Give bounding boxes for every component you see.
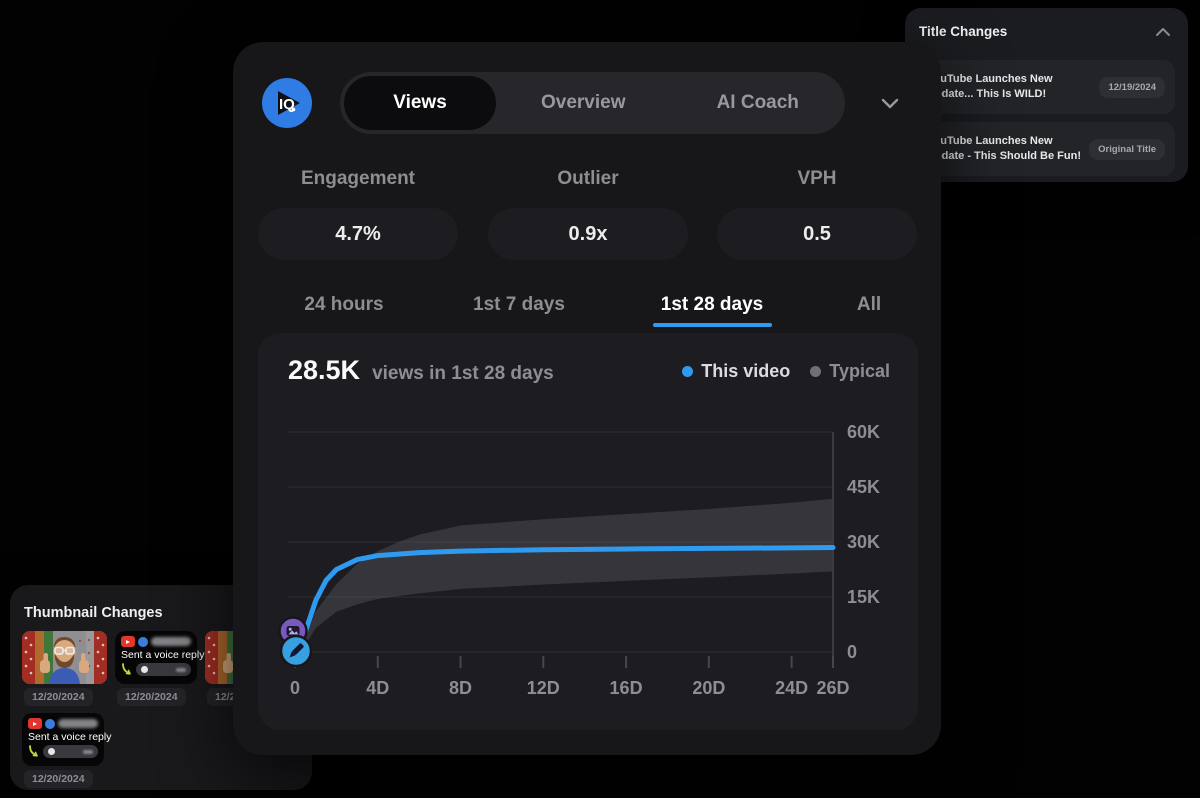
redacted-username	[150, 637, 191, 646]
tab-views[interactable]: Views	[344, 76, 496, 130]
x-axis-label: 26D	[816, 678, 849, 698]
time-tab-1st-28-days[interactable]: 1st 28 days	[660, 294, 764, 315]
youtube-icon	[28, 718, 43, 729]
views-chart-card: 28.5K views in 1st 28 days This video Ty…	[258, 333, 918, 730]
y-axis-label: 15K	[847, 587, 880, 607]
tab-ai-coach[interactable]: AI Coach	[716, 92, 799, 113]
curved-arrow-icon	[29, 745, 38, 757]
x-axis-label: 20D	[692, 678, 725, 698]
video-thumbnail	[22, 631, 107, 684]
voice-reply-label: Sent a voice reply	[28, 731, 112, 743]
play-icon	[141, 666, 148, 673]
time-tab-1st-7-days[interactable]: 1st 7 days	[473, 294, 565, 315]
voice-reply-label: Sent a voice reply	[121, 649, 205, 661]
typical-band	[295, 498, 833, 652]
views-total: 28.5K	[288, 355, 361, 385]
y-axis-label: 45K	[847, 477, 880, 497]
duration-blur	[176, 667, 186, 672]
this-video-line	[292, 545, 836, 655]
stat-label-engagement: Engagement	[300, 168, 416, 189]
title-change-badge: Original Title	[1089, 138, 1165, 160]
curved-arrow-icon	[122, 663, 131, 675]
chart-legend: This video Typical	[682, 361, 890, 382]
youtube-icon	[121, 636, 136, 647]
legend-typical[interactable]: Typical	[810, 361, 890, 382]
vidiq-badge-icon	[45, 718, 55, 729]
voice-reply-thumbnail: Sent a voice reply	[22, 713, 112, 766]
voice-message-player	[43, 745, 98, 758]
y-axis-label: 30K	[847, 532, 880, 552]
y-axis-label: 0	[847, 642, 857, 662]
views-caption: views in 1st 28 days	[372, 363, 554, 384]
play-icon	[48, 748, 55, 755]
view-mode-tabs: Views Overview AI Coach	[340, 72, 845, 134]
time-tab-all[interactable]: All	[856, 294, 882, 315]
tab-overview[interactable]: Overview	[541, 92, 626, 113]
title-change-marker[interactable]	[279, 634, 313, 668]
thumbnail-date: 12/20/2024	[24, 688, 93, 706]
thumbnail-changes-title: Thumbnail Changes	[24, 605, 163, 621]
title-change-row: YouTube Launches New Update... This Is W…	[917, 60, 1175, 114]
active-tab-underline	[653, 323, 772, 327]
stat-value-vph: 0.5	[717, 208, 917, 260]
views-chart: 0 15K 30K 45K 60K 0 4D 8D 12D 16D 20D 24D 26D	[278, 422, 880, 698]
title-change-badge: 12/19/2024	[1099, 76, 1165, 98]
legend-this-video[interactable]: This video	[682, 361, 790, 382]
y-axis-label: 60K	[847, 422, 880, 442]
duration-blur	[83, 749, 93, 754]
x-axis-label: 4D	[366, 678, 389, 698]
title-changes-panel: Title Changes YouTube Launches New Updat…	[905, 8, 1188, 182]
x-axis-label: 0	[290, 678, 300, 698]
x-axis-label: 24D	[775, 678, 808, 698]
thumbnail-date: 12/20/2024	[117, 688, 186, 706]
title-changes-title: Title Changes	[919, 24, 1008, 39]
redacted-username	[57, 719, 98, 728]
x-axis-label: 16D	[610, 678, 643, 698]
chevron-up-icon[interactable]	[1156, 27, 1170, 36]
svg-text:IQ: IQ	[279, 96, 295, 113]
x-axis-label: 8D	[449, 678, 472, 698]
analytics-card: IQ Views Overview AI Coach Engagement Ou…	[233, 42, 941, 755]
stat-label-vph: VPH	[797, 168, 837, 189]
time-tab-24-hours[interactable]: 24 hours	[304, 294, 384, 315]
chevron-down-icon[interactable]	[881, 98, 899, 109]
legend-dot-this-video	[682, 366, 694, 377]
voice-message-player	[136, 663, 191, 676]
stat-value-engagement: 4.7%	[258, 208, 458, 260]
title-change-text: YouTube Launches New Update... This Is W…	[927, 72, 1053, 100]
vidiq-logo[interactable]: IQ	[262, 78, 312, 128]
thumbs-up-thumbnail-art	[22, 631, 107, 684]
stat-label-outlier: Outlier	[557, 168, 619, 189]
title-change-text: YouTube Launches New Update - This Shoul…	[927, 134, 1081, 162]
legend-dot-typical	[810, 366, 822, 377]
vidiq-badge-icon	[138, 636, 148, 647]
stat-value-outlier: 0.9x	[488, 208, 688, 260]
voice-reply-thumbnail: Sent a voice reply	[115, 631, 205, 684]
thumbnail-date: 12/20/2024	[24, 770, 93, 788]
x-axis-label: 12D	[527, 678, 560, 698]
title-change-row: YouTube Launches New Update - This Shoul…	[917, 122, 1175, 176]
